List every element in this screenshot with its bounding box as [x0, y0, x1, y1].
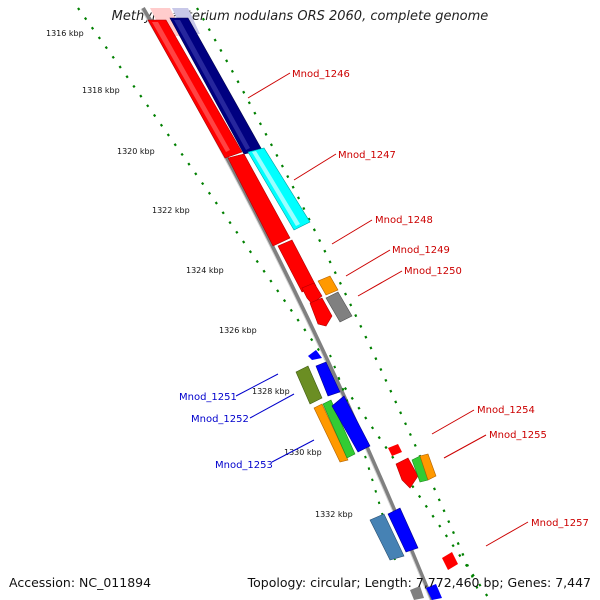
tick-label-1328: 1328 kbp — [252, 387, 290, 396]
accession-text: Accession: NC_011894 — [9, 575, 152, 590]
gene-gray-1 — [325, 291, 353, 323]
gene-mnod-1251-b — [315, 361, 341, 397]
tick-label-1318: 1318 kbp — [82, 86, 120, 95]
gene-label-mnod-1249[interactable]: Mnod_1249 — [392, 245, 450, 256]
gene-label-mnod-1252[interactable]: Mnod_1252 — [191, 414, 249, 425]
tick-label-1320: 1320 kbp — [117, 147, 155, 156]
gene-mnod-1252-green — [322, 399, 356, 459]
topology-text: Topology: circular; Length: 7,772,460 bp… — [247, 575, 591, 590]
gene-label-mnod-1247[interactable]: Mnod_1247 — [338, 150, 396, 161]
gene-label-mnod-1248[interactable]: Mnod_1248 — [375, 215, 433, 226]
gene-label-mnod-1246[interactable]: Mnod_1246 — [292, 69, 350, 80]
gene-blue-lower — [387, 507, 419, 553]
gene-mnod-1250 — [309, 297, 333, 327]
gene-label-mnod-1257[interactable]: Mnod_1257 — [531, 518, 589, 529]
gene-label-mnod-1253[interactable]: Mnod_1253 — [215, 460, 273, 471]
gene-label-mnod-1255[interactable]: Mnod_1255 — [489, 430, 547, 441]
genome-title: Methylobacterium nodulans ORS 2060, comp… — [111, 9, 489, 24]
gene-mnod-1251 — [295, 365, 323, 405]
gene-mnod-1252-orange — [313, 403, 349, 463]
gene-bottom-gray — [410, 586, 424, 600]
gene-bottom-blue — [426, 584, 442, 600]
gene-mnod-1254-small — [388, 444, 402, 456]
tick-label-1324: 1324 kbp — [186, 266, 224, 275]
tick-label-1326: 1326 kbp — [219, 326, 257, 335]
gene-label-mnod-1250[interactable]: Mnod_1250 — [404, 266, 462, 277]
gene-blue-small — [308, 350, 322, 360]
tick-label-1330: 1330 kbp — [284, 448, 322, 457]
gene-mnod-1257 — [442, 552, 458, 570]
genome-backbone — [141, 6, 434, 600]
gene-mnod-1255-orange — [419, 453, 437, 481]
tick-label-1332: 1332 kbp — [315, 510, 353, 519]
gene-steelblue — [369, 513, 405, 561]
gene-label-mnod-1251[interactable]: Mnod_1251 — [179, 392, 237, 403]
gene-mnod-1247 — [227, 153, 291, 247]
gene-mnod-1254 — [395, 457, 419, 489]
gene-orange-1 — [317, 275, 339, 296]
tick-label-1322: 1322 kbp — [152, 206, 190, 215]
gene-label-mnod-1254[interactable]: Mnod_1254 — [477, 405, 535, 416]
gene-mnod-1253 — [331, 395, 371, 453]
tick-label-1316: 1316 kbp — [46, 29, 84, 38]
outer-tick-guide — [77, 7, 491, 600]
